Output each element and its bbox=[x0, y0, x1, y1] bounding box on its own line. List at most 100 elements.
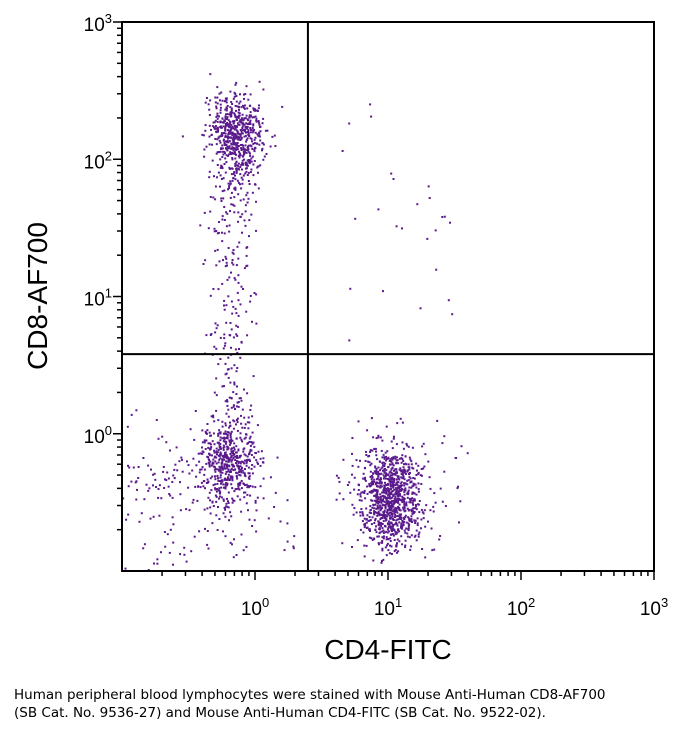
event-dot bbox=[230, 367, 233, 370]
event-dot bbox=[241, 127, 244, 129]
event-dot bbox=[249, 294, 252, 297]
event-dot bbox=[385, 498, 388, 501]
event-dot bbox=[447, 299, 450, 302]
event-dot bbox=[396, 538, 399, 541]
event-dot bbox=[423, 465, 426, 468]
event-dot bbox=[243, 151, 246, 154]
event-dot bbox=[243, 97, 245, 100]
event-dot bbox=[415, 474, 418, 476]
event-dot bbox=[223, 455, 225, 458]
event-dot bbox=[215, 409, 218, 412]
event-dot bbox=[253, 292, 256, 294]
event-dot bbox=[226, 145, 229, 148]
event-dot bbox=[226, 118, 229, 120]
event-dot bbox=[389, 481, 392, 484]
event-dot bbox=[386, 450, 389, 453]
event-dot bbox=[390, 468, 393, 471]
event-dot bbox=[262, 143, 265, 146]
event-dot bbox=[370, 537, 373, 540]
event-dot bbox=[205, 145, 208, 148]
event-dot bbox=[223, 486, 225, 489]
event-dot bbox=[210, 464, 213, 467]
event-dot bbox=[380, 467, 383, 470]
event-dot bbox=[381, 523, 384, 525]
event-dot bbox=[227, 415, 230, 418]
event-dot bbox=[239, 134, 242, 137]
event-dot bbox=[157, 496, 160, 499]
event-dot bbox=[242, 174, 245, 177]
event-dot bbox=[384, 546, 387, 549]
event-dot bbox=[231, 125, 234, 128]
event-dot bbox=[204, 259, 207, 262]
event-dot bbox=[274, 145, 277, 147]
event-dot bbox=[391, 530, 393, 533]
event-dot bbox=[235, 423, 237, 426]
event-dot bbox=[217, 461, 220, 464]
event-dot bbox=[384, 525, 387, 528]
event-dot bbox=[235, 554, 238, 556]
event-dot bbox=[251, 147, 254, 150]
event-dot bbox=[367, 520, 370, 522]
event-dot bbox=[403, 490, 406, 493]
event-dot bbox=[253, 148, 256, 151]
event-dot bbox=[249, 435, 252, 438]
event-dot bbox=[204, 124, 207, 127]
event-dot bbox=[239, 356, 242, 359]
event-dot bbox=[235, 129, 238, 132]
event-dot bbox=[377, 498, 380, 501]
event-dot bbox=[203, 468, 206, 471]
event-dot bbox=[224, 487, 227, 490]
event-dot bbox=[234, 307, 237, 310]
event-dot bbox=[208, 464, 211, 467]
event-dot bbox=[400, 498, 403, 501]
event-dot bbox=[206, 423, 209, 425]
event-dot bbox=[209, 447, 212, 450]
event-dot bbox=[239, 133, 242, 136]
event-dot bbox=[127, 513, 130, 516]
event-dot bbox=[218, 458, 221, 461]
event-dot bbox=[224, 129, 227, 132]
event-dot bbox=[393, 493, 396, 496]
event-dot bbox=[208, 465, 211, 468]
event-dot bbox=[404, 539, 407, 542]
event-dot bbox=[441, 442, 444, 445]
event-dot bbox=[228, 140, 231, 143]
event-dot bbox=[247, 509, 249, 512]
event-dot bbox=[236, 132, 239, 135]
event-dot bbox=[395, 468, 398, 471]
event-dot bbox=[215, 462, 218, 465]
event-dot bbox=[407, 525, 410, 528]
event-dot bbox=[233, 383, 236, 386]
event-dot bbox=[420, 508, 423, 511]
event-dot bbox=[263, 155, 266, 158]
event-dot bbox=[390, 525, 392, 528]
event-dot bbox=[227, 464, 230, 467]
event-dot bbox=[408, 517, 411, 520]
event-dot bbox=[215, 394, 218, 397]
event-dot bbox=[357, 420, 360, 423]
event-dot bbox=[244, 454, 247, 457]
event-dot bbox=[240, 187, 243, 190]
event-dot bbox=[219, 431, 222, 434]
event-dot bbox=[385, 492, 388, 495]
event-dot bbox=[254, 136, 257, 139]
event-dot bbox=[255, 322, 258, 325]
event-dot bbox=[223, 440, 226, 443]
event-dot bbox=[214, 494, 217, 497]
event-dot bbox=[142, 457, 145, 459]
event-dot bbox=[383, 484, 386, 487]
event-dot bbox=[417, 471, 420, 474]
event-dot bbox=[226, 497, 228, 500]
event-dot bbox=[375, 467, 378, 470]
event-dot bbox=[397, 518, 400, 521]
event-dot bbox=[216, 474, 219, 477]
event-dot bbox=[232, 556, 235, 559]
event-dots bbox=[122, 73, 469, 571]
event-dot bbox=[261, 149, 263, 152]
event-dot bbox=[187, 486, 190, 489]
y-axis-ticks bbox=[113, 21, 122, 531]
event-dot bbox=[219, 466, 222, 469]
event-dot bbox=[242, 106, 245, 109]
event-dot bbox=[209, 196, 212, 198]
event-dot bbox=[247, 148, 250, 151]
